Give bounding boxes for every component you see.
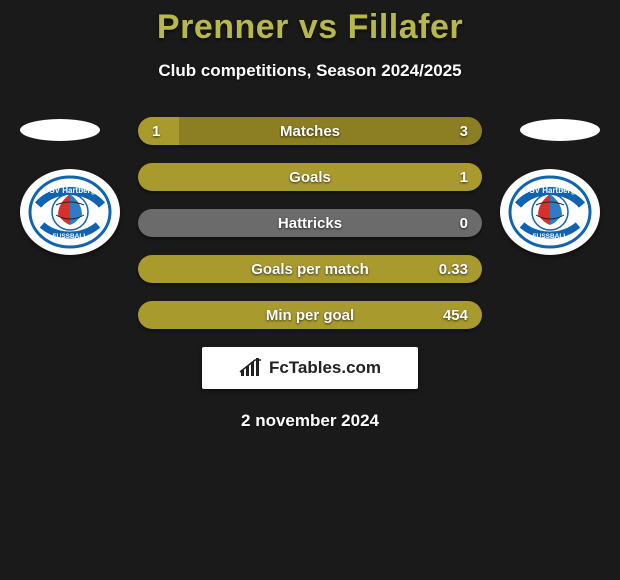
stat-right-value: 0 [438, 215, 468, 232]
subtitle: Club competitions, Season 2024/2025 [0, 61, 620, 81]
stat-right-value: 3 [438, 123, 468, 140]
team-badge-icon: TSV Hartberg FUSSBALL [28, 175, 112, 249]
comparison-panel: TSV Hartberg FUSSBALL TSV Hartberg FUSSB… [0, 117, 620, 431]
stat-right-value: 0.33 [438, 261, 468, 278]
stat-bar: Min per goal454 [138, 301, 482, 329]
team-badge-icon: TSV Hartberg FUSSBALL [508, 175, 592, 249]
left-player-ellipse [20, 119, 100, 141]
date-text: 2 november 2024 [0, 411, 620, 431]
stat-bar: Goals1 [138, 163, 482, 191]
right-team-badge: TSV Hartberg FUSSBALL [500, 169, 600, 255]
branding-text: FcTables.com [269, 358, 381, 378]
page-title: Prenner vs Fillafer [0, 0, 620, 47]
branding-box: FcTables.com [202, 347, 418, 389]
chart-icon [239, 358, 263, 378]
stat-label: Min per goal [138, 307, 482, 324]
stat-label: Goals [138, 169, 482, 186]
stat-right-value: 1 [438, 169, 468, 186]
svg-text:FUSSBALL: FUSSBALL [53, 233, 88, 240]
stat-right-value: 454 [438, 307, 468, 324]
left-team-badge: TSV Hartberg FUSSBALL [20, 169, 120, 255]
stat-label: Hattricks [138, 215, 482, 232]
stat-bar: Goals per match0.33 [138, 255, 482, 283]
stat-label: Matches [138, 123, 482, 140]
stat-bars: 1Matches3Goals1Hattricks0Goals per match… [138, 117, 482, 329]
stat-bar: 1Matches3 [138, 117, 482, 145]
stat-bar: Hattricks0 [138, 209, 482, 237]
stat-label: Goals per match [138, 261, 482, 278]
svg-text:FUSSBALL: FUSSBALL [533, 233, 568, 240]
right-player-ellipse [520, 119, 600, 141]
